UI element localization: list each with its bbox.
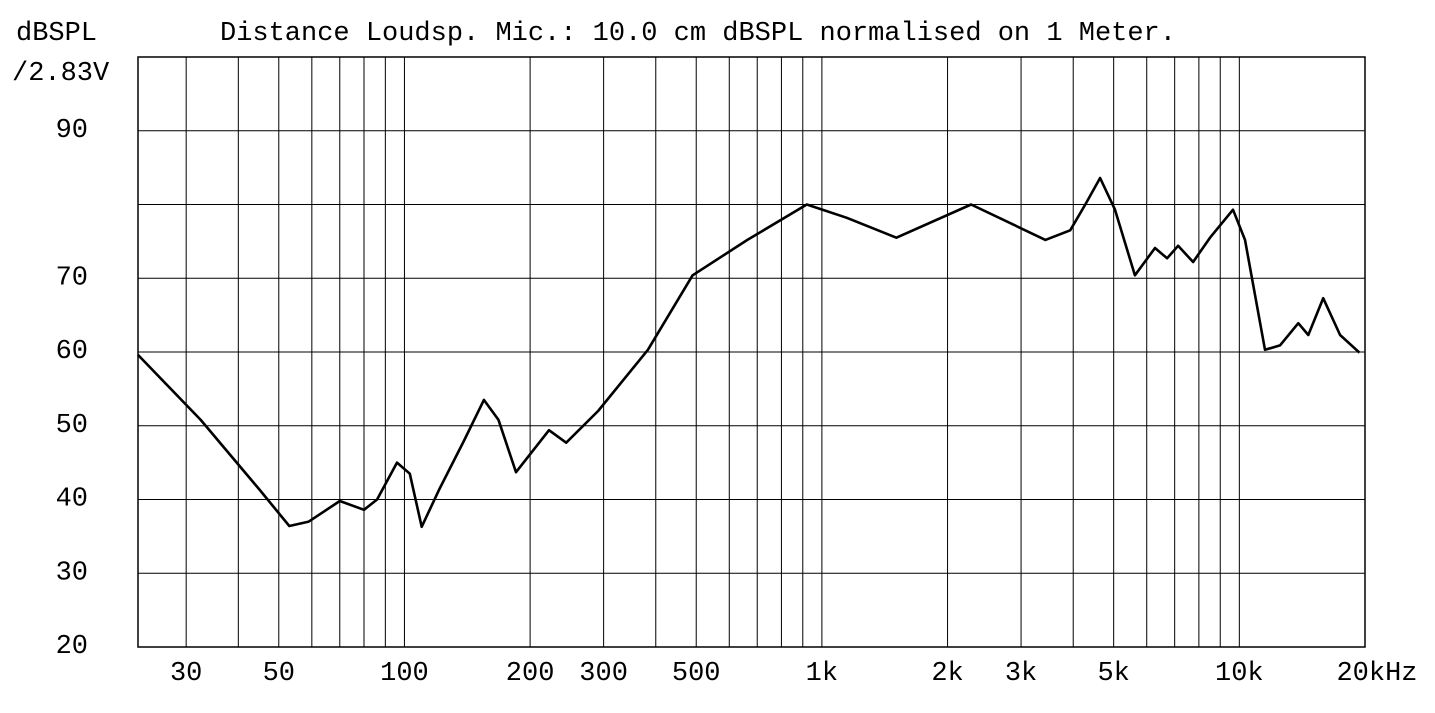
- response-curve: [137, 176, 1361, 529]
- x-tick-label: 300: [579, 659, 628, 689]
- plot-frame: [137, 56, 1366, 648]
- x-tick-label: 1k: [806, 659, 838, 689]
- y-axis-label: dBSPL: [16, 19, 97, 49]
- x-tick-label: 500: [672, 659, 721, 689]
- x-tick-label: 20kHz: [1336, 659, 1417, 689]
- x-tick-label: 10k: [1215, 659, 1264, 689]
- y-tick-label: 70: [56, 263, 88, 293]
- y-tick-label: 30: [56, 558, 88, 588]
- x-tick-label: 100: [380, 659, 429, 689]
- y-axis-unit: /2.83V: [12, 59, 110, 89]
- x-tick-label: 3k: [1005, 659, 1037, 689]
- y-tick-label: 60: [56, 337, 88, 367]
- y-tick-label: 40: [56, 485, 88, 515]
- x-tick-label: 50: [263, 659, 295, 689]
- y-tick-label: 20: [56, 632, 88, 662]
- x-tick-label: 2k: [931, 659, 963, 689]
- x-tick-label: 5k: [1097, 659, 1129, 689]
- y-tick-label: 50: [56, 411, 88, 441]
- chart-title: Distance Loudsp. Mic.: 10.0 cm dBSPL nor…: [220, 19, 1176, 49]
- x-tick-label: 30: [170, 659, 202, 689]
- x-tick-label: 200: [506, 659, 555, 689]
- y-tick-label: 90: [56, 116, 88, 146]
